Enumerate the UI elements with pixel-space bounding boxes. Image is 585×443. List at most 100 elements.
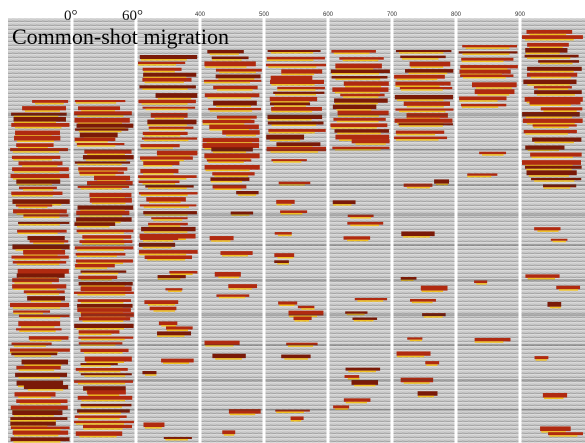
reflector — [216, 294, 250, 297]
reflector — [213, 85, 258, 90]
reflector-edge — [147, 124, 187, 126]
reflector-edge — [410, 66, 444, 68]
reflector-edge — [33, 242, 65, 245]
reflector-edge — [529, 46, 563, 49]
reflector-edge — [277, 262, 289, 265]
reflector — [271, 106, 322, 111]
reflector-edge — [278, 234, 292, 237]
reflector — [523, 79, 577, 85]
reflector-edge — [144, 81, 184, 84]
reflector-edge — [14, 282, 52, 284]
reflector-edge — [461, 68, 508, 70]
reflector — [404, 69, 454, 73]
reflector-edge — [238, 194, 257, 196]
reflector — [12, 260, 67, 264]
reflector — [407, 337, 423, 340]
reflector — [80, 403, 132, 407]
reflector — [10, 302, 70, 308]
reflector — [215, 68, 262, 72]
reflector — [143, 72, 197, 77]
reflector — [76, 210, 130, 216]
reflector-edge — [80, 338, 125, 341]
reflector — [84, 356, 132, 362]
reflector-edge — [13, 115, 59, 118]
reflector-edge — [531, 156, 573, 159]
reflector-edge — [406, 117, 440, 120]
reflector-edge — [280, 212, 303, 215]
reflector — [212, 353, 246, 359]
reflector-edge — [218, 118, 251, 121]
reflector-edge — [75, 102, 117, 104]
reflector — [74, 137, 116, 142]
reflector — [531, 177, 582, 181]
reflector-edge — [78, 382, 126, 385]
reflector — [460, 103, 507, 107]
reflector — [211, 147, 253, 152]
reflector — [409, 61, 451, 67]
reflector — [395, 81, 451, 86]
reflector — [74, 420, 134, 424]
reflector — [139, 204, 197, 207]
reflector-edge — [78, 130, 122, 133]
reflector — [400, 277, 417, 280]
reflector-edge — [148, 187, 187, 190]
reflector-edge — [535, 359, 547, 361]
reflector-edge — [269, 139, 300, 142]
reflector-edge — [211, 240, 231, 242]
reflector-edge — [166, 329, 189, 332]
reflector — [18, 161, 63, 166]
reflector — [215, 74, 261, 79]
reflector — [335, 63, 382, 69]
reflector — [345, 367, 381, 371]
reflector — [523, 129, 577, 134]
reflector — [525, 48, 568, 53]
reflector — [89, 198, 132, 203]
reflector-edge — [409, 339, 422, 342]
reflector-edge — [399, 52, 444, 54]
reflector — [281, 69, 323, 74]
reflector-edge — [397, 355, 425, 358]
reflector — [12, 430, 69, 435]
reflector-edge — [462, 53, 510, 55]
reflector — [462, 45, 518, 48]
reflector-edge — [354, 384, 376, 387]
reflector-edge — [270, 52, 314, 54]
grid — [8, 114, 585, 411]
reflector — [228, 284, 258, 289]
reflector — [334, 129, 389, 133]
reflector-edge — [475, 87, 512, 89]
reflector — [267, 50, 321, 53]
reflector-edge — [525, 116, 572, 119]
reflector — [213, 100, 257, 106]
reflector-edge — [209, 129, 250, 131]
reflector-edge — [218, 296, 246, 299]
reflector-edge — [355, 143, 386, 145]
reflector-edge — [16, 140, 54, 143]
reflector — [460, 65, 518, 69]
reflector — [75, 259, 133, 263]
reflector — [163, 436, 192, 439]
reflector-edge — [336, 68, 374, 70]
reflector-edge — [10, 420, 56, 422]
reflector-edge — [165, 438, 188, 441]
reflector — [204, 61, 256, 67]
reflector — [214, 271, 241, 277]
reflector — [275, 409, 310, 412]
reflector — [12, 199, 70, 204]
reflector — [139, 55, 198, 60]
reflector — [212, 184, 247, 189]
reflector — [15, 204, 53, 207]
reflector — [267, 121, 324, 125]
reflector-edge — [138, 64, 176, 66]
reflector — [79, 317, 131, 321]
reflector-edge — [22, 189, 54, 191]
reflector-edge — [536, 94, 575, 96]
trace-label: 400 — [195, 12, 206, 18]
reflector — [78, 336, 134, 339]
reflector-edge — [75, 267, 108, 269]
reflector-edge — [84, 375, 126, 377]
reflector — [147, 119, 197, 125]
reflector — [394, 118, 453, 123]
reflector-edge — [140, 194, 188, 197]
